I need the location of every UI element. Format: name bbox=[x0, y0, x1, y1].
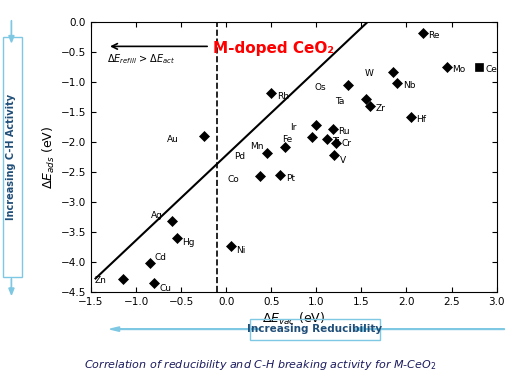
Text: Zr: Zr bbox=[376, 104, 386, 113]
Text: Mo: Mo bbox=[452, 65, 466, 74]
Text: Increasing Reducibility: Increasing Reducibility bbox=[247, 324, 382, 334]
Text: Ta: Ta bbox=[335, 97, 344, 106]
Text: $\Delta E_{refill}$ > $\Delta E_{act}$: $\Delta E_{refill}$ > $\Delta E_{act}$ bbox=[107, 53, 175, 67]
Text: Increasing C-H Activity: Increasing C-H Activity bbox=[6, 94, 17, 220]
X-axis label: $\Delta E_{vac}$ (eV): $\Delta E_{vac}$ (eV) bbox=[262, 311, 326, 327]
Text: Correlation of reducibility and C-H breaking activity for M-CeO$_2$: Correlation of reducibility and C-H brea… bbox=[84, 358, 436, 372]
Text: Ti: Ti bbox=[333, 137, 340, 146]
Text: Co: Co bbox=[227, 175, 239, 184]
Text: Fe: Fe bbox=[282, 135, 292, 144]
Text: Ru: Ru bbox=[338, 127, 349, 136]
Text: Pt: Pt bbox=[285, 174, 295, 183]
Text: Cu: Cu bbox=[160, 284, 172, 293]
Text: M-doped CeO₂: M-doped CeO₂ bbox=[213, 41, 334, 56]
Y-axis label: $\Delta E_{ads}$ (eV): $\Delta E_{ads}$ (eV) bbox=[41, 126, 57, 188]
Text: Ir: Ir bbox=[290, 123, 296, 132]
Text: V: V bbox=[340, 156, 346, 165]
Text: Cr: Cr bbox=[342, 139, 352, 148]
Text: Os: Os bbox=[315, 83, 326, 92]
Text: Hf: Hf bbox=[417, 115, 426, 124]
Text: Cd: Cd bbox=[155, 252, 167, 261]
Text: Nb: Nb bbox=[403, 82, 415, 91]
Text: Ce: Ce bbox=[486, 65, 498, 74]
Text: Hg: Hg bbox=[182, 238, 194, 247]
Text: Pd: Pd bbox=[234, 152, 245, 161]
Text: Zn: Zn bbox=[95, 276, 106, 285]
Text: W: W bbox=[364, 70, 373, 79]
Text: Re: Re bbox=[428, 31, 439, 40]
Text: Ni: Ni bbox=[236, 246, 245, 255]
Text: Ag: Ag bbox=[151, 211, 163, 220]
Text: Au: Au bbox=[166, 135, 178, 144]
Text: Rh: Rh bbox=[277, 92, 289, 101]
Text: Mn: Mn bbox=[250, 142, 263, 151]
